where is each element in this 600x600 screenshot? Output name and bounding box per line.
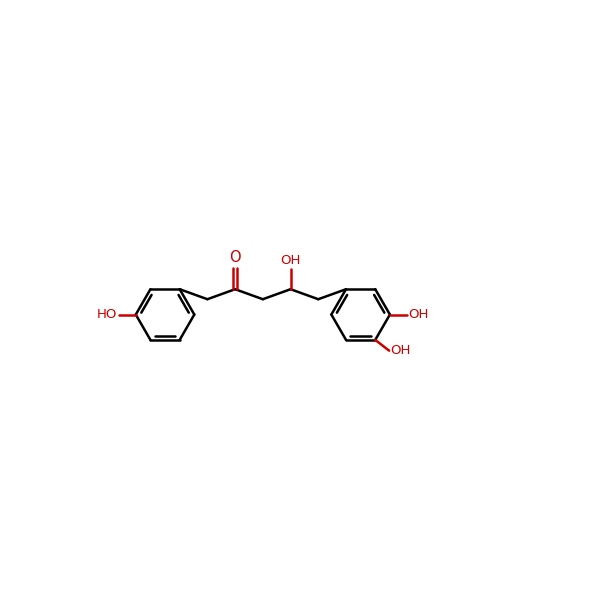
- Text: HO: HO: [97, 308, 118, 321]
- Text: OH: OH: [391, 344, 411, 357]
- Text: O: O: [229, 250, 241, 265]
- Text: OH: OH: [280, 254, 301, 267]
- Text: OH: OH: [409, 308, 429, 321]
